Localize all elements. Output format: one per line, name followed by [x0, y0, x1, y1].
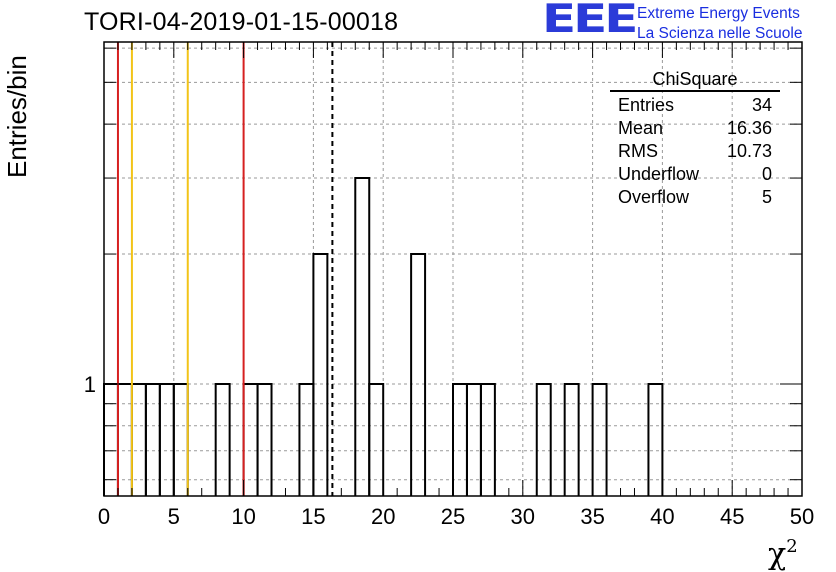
- stats-value: 34: [751, 95, 772, 115]
- x-tick-label: 15: [301, 504, 325, 529]
- stats-row: RMS 10.73: [610, 140, 780, 163]
- eee-logo: EEE Extreme Energy Events La Scienza nel…: [542, 0, 832, 46]
- stats-title: ChiSquare: [610, 68, 780, 92]
- histogram-bin: [479, 382, 496, 496]
- x-tick-label: 50: [790, 504, 814, 529]
- histogram-bin: [535, 382, 552, 496]
- histogram-bin: [214, 382, 231, 496]
- histogram-bin: [256, 382, 273, 496]
- x-tick-label: 10: [231, 504, 255, 529]
- histogram-bin: [368, 382, 385, 496]
- x-axis-label-base: χ: [768, 537, 787, 572]
- x-tick-label: 45: [720, 504, 744, 529]
- stats-row: Entries 34: [610, 94, 780, 117]
- x-tick-label: 40: [650, 504, 674, 529]
- x-tick-label: 30: [511, 504, 535, 529]
- stats-label: Mean: [618, 118, 664, 138]
- stats-label: Entries: [618, 95, 675, 115]
- x-axis-label-superscript: 2: [786, 536, 798, 557]
- stats-label: RMS: [618, 141, 658, 161]
- logo-mark: EEE: [542, 0, 638, 42]
- histogram-bin: [647, 382, 664, 496]
- stats-row: Underflow 0: [610, 163, 780, 186]
- x-tick-label: 0: [98, 504, 110, 529]
- x-tick-label: 20: [371, 504, 395, 529]
- stats-box: ChiSquare Entries 34 Mean 16.36 RMS 10.73 Unde…: [610, 68, 780, 209]
- y-axis-label: Entries/bin: [2, 55, 32, 178]
- histogram-bin: [354, 177, 371, 496]
- histogram-bin: [298, 382, 315, 496]
- histogram-bin: [563, 382, 580, 496]
- stats-row: Overflow 5: [610, 186, 780, 209]
- axes: 0 5 10 15 20 25 30 35 40 45 501: [84, 41, 814, 529]
- histogram-bin: [172, 382, 189, 496]
- histogram-bin: [410, 253, 427, 496]
- stats-value: 5: [761, 187, 772, 207]
- stats-row: Mean 16.36: [610, 117, 780, 140]
- reference-lines: [116, 42, 334, 496]
- histogram-bin: [312, 253, 329, 496]
- logo-line-1: Extreme Energy Events: [637, 5, 800, 22]
- x-tick-label: 25: [441, 504, 465, 529]
- y-tick-label: 1: [84, 372, 96, 397]
- logo-line-2: La Scienza nelle Scuole: [637, 25, 803, 42]
- x-axis-label: χ2: [768, 536, 798, 572]
- x-tick-label: 5: [168, 504, 180, 529]
- stats-value: 10.73: [726, 141, 772, 161]
- histogram-bin: [591, 382, 608, 496]
- stats-label: Overflow: [618, 187, 690, 207]
- stats-label: Underflow: [618, 164, 700, 184]
- stats-value: 16.36: [726, 118, 772, 138]
- stats-value: 0: [761, 164, 772, 184]
- chart-title: TORI-04-2019-01-15-00018: [84, 8, 399, 36]
- x-tick-label: 35: [580, 504, 604, 529]
